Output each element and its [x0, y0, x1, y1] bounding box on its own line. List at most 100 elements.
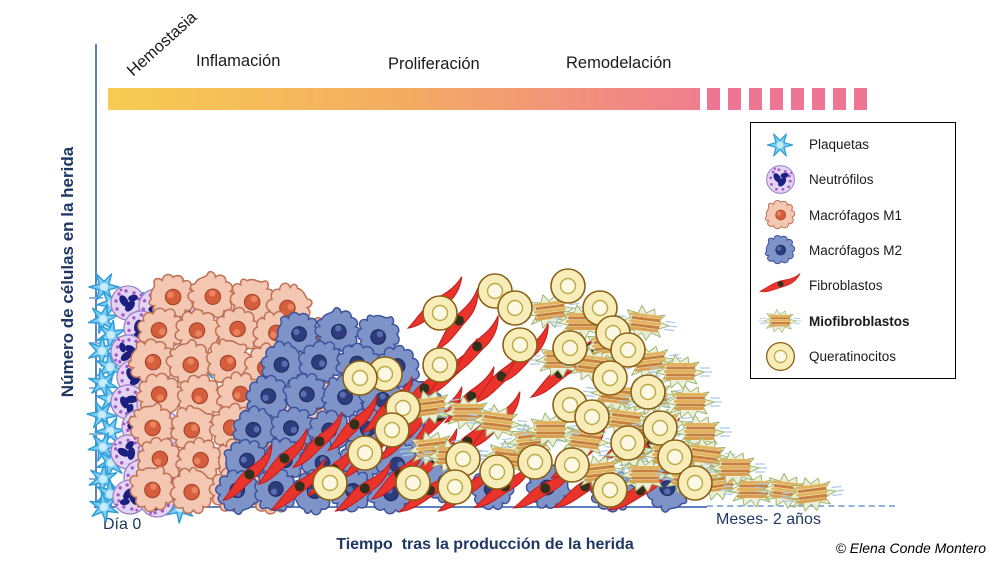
fibroblastos-cell [461, 346, 538, 404]
m2-icon [751, 233, 809, 267]
miofibroblastos-cell [549, 304, 615, 340]
y-axis-label: Número de células en la herida [58, 146, 77, 398]
miofibroblastos-cell [565, 450, 635, 494]
macrofagos-m2-cell [218, 433, 274, 488]
miofibroblastos-cell [515, 289, 585, 333]
legend-item-miofibroblastos: Miofibroblastos [751, 305, 955, 337]
macrofagos-m1-cell [281, 309, 343, 370]
neutrofilos-cell [118, 305, 164, 351]
macrofagos-m2-cell [355, 312, 402, 361]
miofibroblastos-cell [702, 450, 768, 486]
miofibroblastos-cell [473, 436, 543, 480]
miofibroblastos-cell [610, 301, 680, 345]
fibroblastos-group [209, 276, 688, 513]
macrofagos-m2-cell [418, 453, 473, 509]
queratinocitos-group [312, 268, 713, 508]
neutrofilos-cell [143, 305, 193, 355]
miofibroblastos-cell [419, 438, 485, 474]
queratinocitos-cell [610, 332, 646, 368]
legend-item-fibroblastos: Fibroblastos [751, 270, 955, 302]
queratinocitos-cell [445, 441, 481, 477]
myofibroblast-icon [751, 307, 809, 335]
macrofagos-m1-cell [159, 332, 222, 395]
legend-item-macrofagos-m1: Macrófagos M1 [751, 199, 955, 231]
y-axis-tick [89, 478, 103, 480]
queratinocitos-cell [342, 360, 378, 396]
macrofagos-m2-cell [319, 372, 368, 420]
queratinocitos-cell [677, 465, 713, 501]
y-axis-tick [89, 433, 103, 435]
miofibroblastos-cell [462, 400, 532, 444]
fibroblastos-cell [419, 287, 495, 351]
queratinocitos-cell [517, 444, 553, 480]
plaquetas-cell [85, 430, 121, 464]
macrofagos-m1-cell [248, 306, 303, 362]
miofibroblastos-cell [595, 430, 665, 474]
neutrofilos-cell [131, 329, 181, 379]
neutrofilos-cell [137, 355, 185, 403]
y-axis-tick [89, 342, 103, 344]
queratinocitos-cell [595, 315, 631, 351]
y-axis-line [95, 44, 97, 508]
fibroblast-icon [751, 271, 809, 301]
fibroblastos-cell [601, 465, 676, 512]
macrofagos-m2-cell [293, 432, 351, 491]
queratinocitos-cell [610, 425, 646, 461]
miofibroblastos-cell [627, 403, 697, 447]
neutrofilos-cell [104, 378, 152, 426]
plaquetas-cell [81, 331, 123, 371]
phase-label-proliferacion: Proliferación [388, 55, 480, 73]
plaquetas-cell [115, 284, 151, 322]
fibroblastos-cell [414, 338, 491, 396]
x-axis-start-label: Día 0 [103, 516, 142, 533]
macrofagos-m1-cell [201, 396, 264, 459]
legend-label: Queratinocitos [809, 348, 897, 364]
miofibroblastos-cell [435, 395, 501, 431]
plaquetas-cell [132, 472, 172, 510]
queratinocitos-cell [497, 290, 533, 326]
platelet-icon [751, 130, 809, 160]
macrofagos-m1-cell [149, 275, 194, 319]
macrofagos-m2-cell [353, 369, 413, 429]
macrofagos-m2-group [208, 301, 698, 522]
macrofagos-m1-cell [135, 435, 183, 485]
miofibroblastos-cell [573, 323, 643, 367]
macrofagos-m1-cell [124, 459, 182, 517]
macrofagos-m1-cell [132, 303, 188, 357]
timeline-gradient-bar [108, 88, 700, 110]
fibroblastos-cell [314, 394, 391, 452]
fibroblastos-cell [364, 404, 441, 462]
miofibroblastos-cell [395, 385, 465, 429]
macrofagos-m1-cell [168, 302, 228, 361]
queratinocitos-cell [395, 465, 431, 501]
miofibroblastos-cell [550, 418, 620, 462]
x-axis-line [94, 506, 707, 508]
miofibroblastos-cell [777, 472, 847, 516]
x-axis-title: Tiempo tras la producción de la herida [336, 536, 634, 553]
queratinocitos-cell [374, 412, 410, 448]
miofibroblastos-cell [580, 373, 650, 417]
macrofagos-m1-cell [249, 409, 296, 454]
queratinocitos-cell [592, 360, 628, 396]
legend-label: Plaquetas [809, 137, 870, 153]
legend-item-macrofagos-m2: Macrófagos M2 [751, 234, 955, 266]
macrofagos-m2-cell [336, 436, 385, 486]
neutrofilos-cell [114, 402, 164, 452]
plaquetas-cell [129, 347, 171, 389]
miofibroblastos-cell [720, 472, 786, 508]
queratinocitos-cell [437, 469, 473, 505]
plaquetas-cell [90, 442, 132, 484]
queratinocitos-cell [574, 399, 610, 435]
neutrofilos-cell [113, 356, 155, 398]
legend-item-neutrofilos: Neutrófilos [751, 164, 955, 196]
x-axis-dashed-extension [707, 505, 895, 507]
macrofagos-m1-group [122, 264, 344, 520]
plaquetas-cell [90, 410, 130, 452]
neutrofilos-cell [162, 283, 206, 327]
queratinocitos-cell [477, 273, 513, 309]
macrofagos-m1-cell [210, 365, 269, 425]
legend-item-plaquetas: Plaquetas [751, 129, 955, 161]
macrofagos-m2-cell [241, 370, 294, 424]
miofibroblastos-cell [497, 418, 567, 462]
miofibroblastos-cell [517, 412, 583, 448]
